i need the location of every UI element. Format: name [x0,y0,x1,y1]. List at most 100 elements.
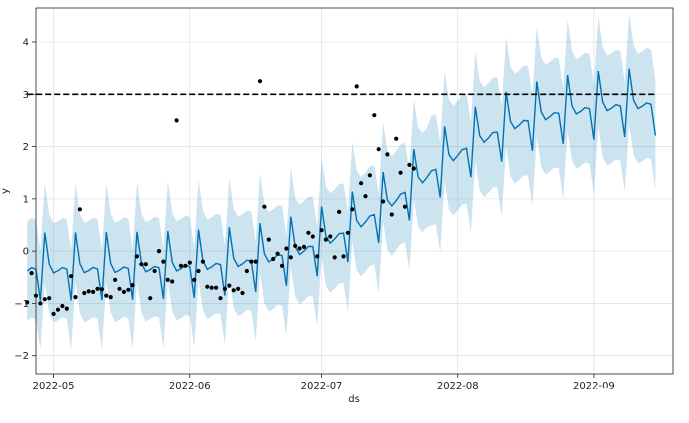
observed-point [394,136,399,141]
observed-point [288,255,293,260]
observed-point [165,277,170,282]
y-tick-label: 1 [23,194,29,205]
observed-point [205,284,210,289]
observed-point [25,300,30,305]
observed-point [323,237,328,242]
observed-point [402,204,408,209]
observed-point [174,118,179,123]
observed-point [359,181,364,186]
observed-point [192,277,197,282]
observed-point [156,249,162,254]
observed-points [25,79,416,316]
observed-point [363,194,368,199]
observed-point [82,290,87,296]
observed-point [209,285,214,290]
observed-point [47,296,52,301]
watermark: 知乎 @模型视角 [526,387,650,407]
observed-point [86,289,91,294]
observed-point [187,260,192,265]
observed-point [196,268,201,274]
observed-point [328,234,333,239]
y-tick-label: 2 [23,142,29,153]
observed-point [64,306,69,311]
observed-point [42,297,47,302]
observed-point [69,274,74,279]
observed-point [139,262,144,267]
yhat-line [26,68,657,301]
observed-point [293,243,298,248]
y-tick-label: 4 [23,37,29,48]
observed-point [381,199,386,204]
observed-point [113,277,118,282]
x-tick-label: 2022-06 [169,381,211,392]
x-tick-label: 2022-09 [573,381,615,392]
observed-point [398,170,403,175]
observed-point [249,259,254,264]
y-tick-label: −2 [14,351,29,362]
observed-point [178,263,184,268]
observed-point [341,254,346,259]
observed-point [284,246,289,251]
observed-point [117,286,122,291]
observed-point [126,287,131,292]
observed-point [376,147,381,152]
observed-point [51,311,56,316]
x-axis-label: ds [348,394,360,405]
observed-point [367,173,372,178]
observed-point [301,244,307,249]
observed-point [108,295,113,300]
x-tick-label: 2022-08 [437,381,479,392]
observed-point [38,301,43,306]
observed-point [236,286,241,291]
observed-point [271,256,276,262]
x-axis-ticks: 2022-05 2022-06 2022-07 2022-08 2022-09 [33,374,615,392]
observed-point [73,295,78,300]
observed-point [227,283,232,288]
observed-point [350,207,355,212]
observed-point [183,263,188,268]
y-axis-ticks: −2 −1 0 1 2 3 4 [14,37,36,362]
y-tick-label: −1 [14,299,29,310]
observed-point [345,230,350,235]
observed-point [60,303,65,309]
observed-point [275,251,280,256]
observed-point [161,259,166,264]
observed-point [130,283,135,288]
observed-point [389,212,394,217]
observed-point [91,289,96,294]
observed-point [279,263,285,268]
observed-point [240,290,245,296]
observed-point [104,293,109,298]
observed-point [337,209,342,214]
observed-point [266,237,271,242]
observed-point [121,289,126,294]
observed-point [411,166,416,171]
observed-point [253,259,258,264]
observed-point [231,288,236,293]
observed-point [262,204,267,209]
observed-point [385,152,390,157]
observed-point [310,234,315,239]
observed-point [257,79,263,84]
observed-point [143,262,148,267]
observed-point [407,162,412,167]
observed-point [244,268,249,274]
observed-point [222,286,227,291]
forecast-line [26,68,657,301]
observed-point [306,230,311,235]
observed-point [95,286,100,291]
observed-point [148,296,153,301]
y-tick-label: 3 [23,90,29,101]
observed-point [200,259,205,264]
y-axis-label: y [0,188,11,194]
y-tick-label: 0 [23,247,29,258]
observed-point [354,84,359,89]
observed-point [332,255,337,260]
observed-point [152,268,157,274]
observed-point [55,307,61,312]
x-tick-label: 2022-05 [33,381,75,392]
x-tick-label: 2022-07 [301,381,343,392]
observed-point [319,228,324,233]
observed-point [315,254,320,259]
